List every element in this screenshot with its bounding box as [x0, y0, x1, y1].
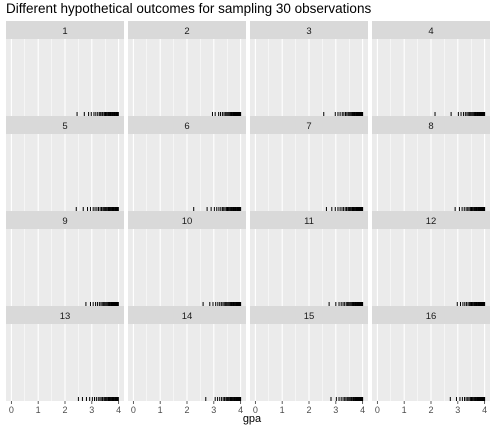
x-axis-label: gpa	[242, 413, 262, 425]
facet-panel: 8	[372, 116, 490, 211]
facet-label: 10	[182, 216, 193, 227]
x-tick-label: 0	[375, 405, 380, 415]
facet-panel: 1	[6, 21, 124, 116]
facet-panel: 2	[128, 21, 246, 116]
x-tick-label: 1	[402, 405, 407, 415]
facet-label: 5	[62, 121, 67, 132]
facet-panel: 6	[128, 116, 246, 211]
facet-panel: 4	[372, 21, 490, 116]
facet-label: 6	[184, 121, 189, 132]
x-tick-label: 0	[9, 405, 14, 415]
facet-strip	[128, 116, 246, 134]
x-tick-label: 3	[333, 405, 338, 415]
x-tick-label: 2	[428, 405, 433, 415]
facet-strip	[250, 306, 368, 324]
facet-label: 11	[304, 216, 314, 227]
x-tick-label: 0	[253, 405, 258, 415]
facet-panel: 11	[250, 211, 368, 306]
facet-strip	[372, 306, 490, 324]
x-tick-label: 4	[482, 405, 487, 415]
facet-label: 9	[62, 216, 67, 227]
facet-label: 3	[306, 26, 311, 37]
facet-strip	[372, 21, 490, 39]
facet-panel: 5	[6, 116, 124, 211]
facet-strip	[128, 21, 246, 39]
facet-label: 4	[428, 26, 433, 37]
x-tick-label: 3	[211, 405, 216, 415]
chart-title: Different hypothetical outcomes for samp…	[6, 1, 372, 16]
facet-label: 13	[60, 311, 71, 322]
facet-panel: 13 0 1 2 3 4	[6, 306, 124, 415]
facet-strip	[372, 116, 490, 134]
x-tick-label: 4	[238, 405, 243, 415]
x-tick-label: 2	[306, 405, 311, 415]
facet-strip	[372, 211, 490, 229]
facet-strip	[128, 306, 246, 324]
x-tick-label: 3	[455, 405, 460, 415]
x-tick-label: 1	[158, 405, 163, 415]
facet-label: 14	[182, 311, 193, 322]
facet-strip	[6, 211, 124, 229]
facet-label: 15	[304, 311, 315, 322]
facet-panel: 15 0 1 2 3 4	[250, 306, 368, 415]
facet-strip	[128, 211, 246, 229]
facet-panel: 9	[6, 211, 124, 306]
x-tick-label: 4	[360, 405, 365, 415]
x-tick-label: 2	[184, 405, 189, 415]
facet-label: 8	[428, 121, 433, 132]
facet-strip	[250, 211, 368, 229]
facet-panel: 16 0 1 2 3 4	[372, 306, 490, 415]
x-tick-label: 1	[280, 405, 285, 415]
facet-label: 7	[306, 121, 311, 132]
facet-panel: 14 0 1 2 3 4	[128, 306, 246, 415]
x-tick-label: 1	[36, 405, 41, 415]
facet-label: 16	[426, 311, 437, 322]
facet-strip	[250, 116, 368, 134]
facet-strip	[6, 306, 124, 324]
x-tick-label: 4	[116, 405, 121, 415]
facet-label: 2	[184, 26, 189, 37]
facet-label: 1	[62, 26, 67, 37]
facet-strip	[6, 21, 124, 39]
x-tick-label: 3	[89, 405, 94, 415]
facet-panel: 12	[372, 211, 490, 306]
facet-panel: 10	[128, 211, 246, 306]
x-tick-label: 2	[62, 405, 67, 415]
facet-panel: 7	[250, 116, 368, 211]
x-tick-label: 0	[131, 405, 136, 415]
facet-strip	[250, 21, 368, 39]
facet-strip	[6, 116, 124, 134]
facet-label: 12	[426, 216, 437, 227]
facet-panel: 3	[250, 21, 368, 116]
